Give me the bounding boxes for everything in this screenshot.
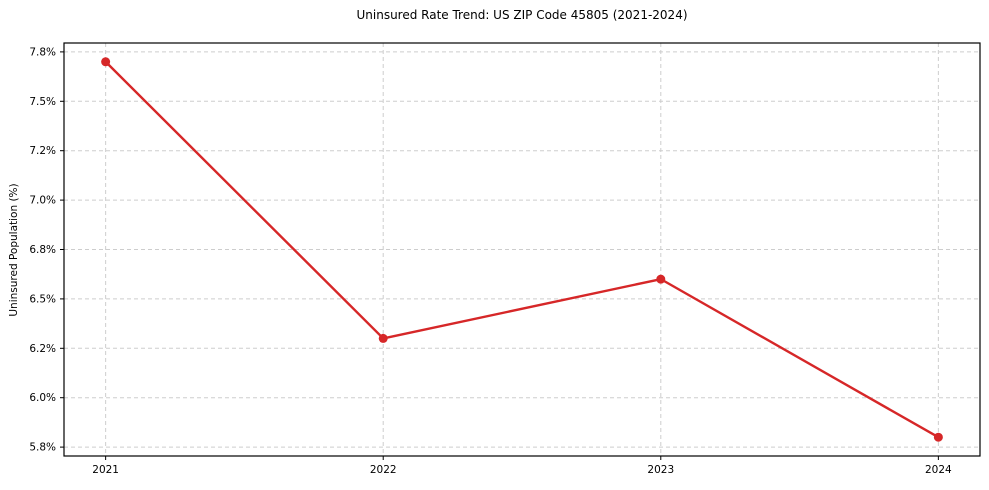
y-tick-label: 5.8% (29, 442, 56, 454)
x-tick-label: 2024 (925, 464, 952, 476)
y-axis-label: Uninsured Population (%) (8, 183, 20, 317)
y-tick-label: 6.8% (29, 244, 56, 256)
trend-line (104, 60, 940, 439)
y-tick-label: 7.5% (29, 96, 56, 108)
y-tick-label: 6.5% (29, 293, 56, 305)
data-point-marker (656, 274, 666, 284)
data-point-marker (933, 432, 943, 442)
x-tick-label: 2022 (370, 464, 397, 476)
x-tick-label: 2021 (92, 464, 119, 476)
data-point-marker (378, 333, 388, 343)
data-point-marker (101, 57, 111, 67)
y-tick-label: 7.8% (29, 46, 56, 58)
y-tick-label: 6.0% (29, 392, 56, 404)
x-tick-label: 2023 (647, 464, 674, 476)
y-tick-label: 7.2% (29, 145, 56, 157)
y-tick-label: 6.2% (29, 343, 56, 355)
chart-title: Uninsured Rate Trend: US ZIP Code 45805 … (356, 8, 688, 22)
y-tick-label: 7.0% (29, 195, 56, 207)
